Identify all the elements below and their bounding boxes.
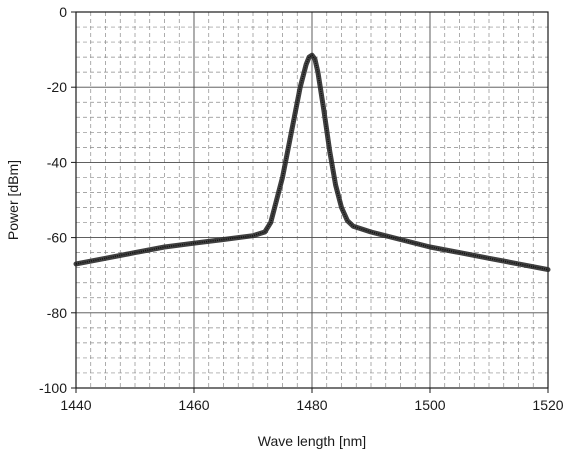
x-tick-label: 1500 <box>414 397 445 413</box>
series-layer <box>73 52 551 273</box>
tick-labels: 1440 1460 1480 1500 1520 0 -20 -40 -60 -80 -100 <box>39 4 564 413</box>
y-tick-label: -40 <box>47 154 67 170</box>
y-axis-label: Power [dBm] <box>5 160 21 240</box>
x-tick-label: 1440 <box>60 397 91 413</box>
y-tick-label: -20 <box>47 79 67 95</box>
y-tick-label: 0 <box>59 4 67 20</box>
axis-ticks <box>71 11 549 393</box>
x-tick-label: 1480 <box>296 397 327 413</box>
x-tick-label: 1520 <box>532 397 563 413</box>
spectrum-trace-noise <box>75 54 549 271</box>
x-axis-label: Wave length [nm] <box>258 433 366 449</box>
x-tick-label: 1460 <box>178 397 209 413</box>
y-tick-label: -80 <box>47 305 67 321</box>
y-tick-label: -60 <box>47 230 67 246</box>
y-tick-label: -100 <box>39 380 67 396</box>
